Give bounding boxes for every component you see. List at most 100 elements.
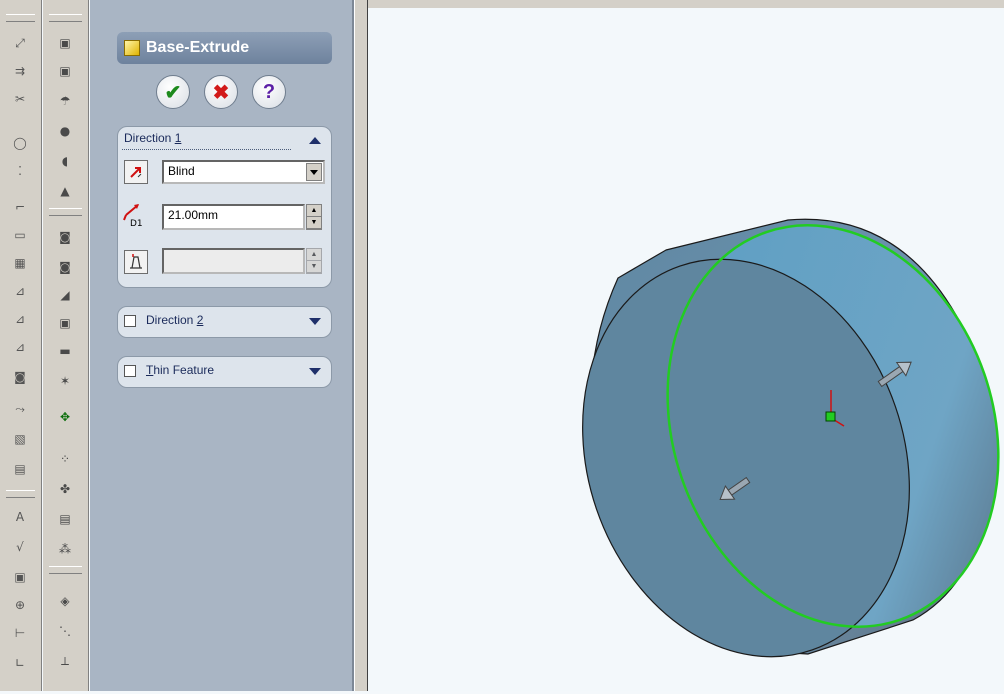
- spin-down-icon: ▼: [307, 261, 321, 273]
- depth-input[interactable]: 21.00mm: [162, 204, 305, 230]
- help-icon: ?: [262, 80, 276, 103]
- point-icon[interactable]: ⁚: [18, 164, 22, 178]
- direction1-accel: 1: [174, 131, 182, 145]
- collapse-chevron-icon[interactable]: [309, 137, 321, 144]
- thin-feature-group[interactable]: Thin Feature: [117, 356, 332, 388]
- axis-icon[interactable]: ⋱: [59, 624, 71, 638]
- graphics-viewport[interactable]: [368, 8, 1004, 691]
- extrude-preview-model[interactable]: [368, 8, 1004, 691]
- curve-pattern-icon[interactable]: ▤: [59, 512, 71, 526]
- drag-arrow-down-icon: [719, 476, 751, 501]
- convert-entities-icon[interactable]: ⇉: [14, 64, 26, 78]
- draft-spinner: ▲ ▼: [306, 248, 322, 274]
- offset-icon[interactable]: ⊿: [14, 312, 26, 326]
- extrude-feature-icon: [124, 40, 140, 56]
- note-icon[interactable]: ▣: [14, 570, 26, 584]
- fillet-icon[interactable]: ◖: [61, 154, 69, 168]
- linear-pattern-icon[interactable]: ✥: [59, 410, 71, 424]
- thin-feature-label-text: hin Feature: [153, 363, 215, 377]
- features-toolbar: ▣ ▣ ☂ ● ◖ ▲ ◙ ◙ ◢ ▣ ▬ ✶ ✥ ⁘ ✤ ▤ ⁂ ◈ ⋱ ⟂: [43, 0, 89, 691]
- text-icon[interactable]: A: [15, 510, 25, 524]
- expand-chevron-icon[interactable]: [309, 318, 321, 325]
- cylinder-front-face: [582, 258, 910, 658]
- cancel-button[interactable]: ✖: [204, 75, 238, 109]
- loft-icon[interactable]: ●: [59, 124, 71, 138]
- move-copy-icon[interactable]: ✶: [59, 374, 71, 388]
- depth-icon: D1: [122, 203, 150, 229]
- centerline-icon[interactable]: √: [16, 540, 24, 554]
- dome-icon[interactable]: ▬: [59, 344, 71, 358]
- spin-up-icon[interactable]: ▲: [307, 205, 321, 217]
- end-condition-value: Blind: [168, 164, 195, 178]
- zoom-icon[interactable]: ⊕: [14, 598, 26, 612]
- line-icon[interactable]: ⌐: [14, 200, 26, 214]
- rectangle-icon[interactable]: ▭: [14, 228, 26, 242]
- group-divider: [122, 149, 291, 150]
- toolbar-grip[interactable]: [49, 566, 82, 574]
- origin-icon[interactable]: ∟: [14, 656, 26, 670]
- feature-title: Base-Extrude: [146, 39, 250, 56]
- circular-pattern-icon[interactable]: ⁘: [59, 452, 71, 466]
- end-condition-select[interactable]: Blind: [162, 160, 325, 184]
- thin-feature-label[interactable]: Thin Feature: [146, 363, 214, 377]
- rib-icon[interactable]: ◢: [60, 288, 70, 302]
- depth-spinner[interactable]: ▲ ▼: [306, 204, 322, 230]
- property-manager: [90, 0, 354, 691]
- panel-splitter[interactable]: [354, 0, 368, 691]
- sketch-icon[interactable]: ▧: [14, 432, 26, 446]
- dimension-icon[interactable]: ⊿: [14, 340, 26, 354]
- grid-icon[interactable]: ▦: [14, 256, 26, 270]
- direction2-label[interactable]: Direction 2: [146, 313, 203, 327]
- toolbar-grip[interactable]: [6, 490, 35, 498]
- direction1-label: Direction: [124, 131, 175, 145]
- snap-icon[interactable]: ▤: [14, 462, 26, 476]
- smart-dimension-icon[interactable]: ⤢: [15, 35, 25, 50]
- mirror-icon[interactable]: ⊿: [14, 284, 26, 298]
- extrude-boss-icon[interactable]: ◙: [14, 370, 26, 384]
- draft-angle-input: [162, 248, 305, 274]
- extrude-icon[interactable]: ▣: [59, 36, 71, 50]
- property-manager-title: Base-Extrude: [117, 32, 332, 64]
- expand-chevron-icon[interactable]: [309, 368, 321, 375]
- reverse-direction-icon: [130, 167, 142, 178]
- sketch-toolbar: ⤢ ⇉ ✂ ◯ ⁚ ⌐ ▭ ▦ ⊿ ⊿ ⊿ ◙ ⤳ ▧ ▤ A √ ▣ ⊕ ⊢ …: [0, 0, 42, 691]
- chamfer-icon[interactable]: ▲: [60, 184, 70, 198]
- reference-plane-icon[interactable]: ⁂: [59, 542, 71, 556]
- drag-arrow-up-icon: [877, 361, 912, 388]
- revolve-icon[interactable]: ▣: [59, 64, 71, 78]
- mirror-feature-icon[interactable]: ✤: [59, 482, 71, 496]
- origin-triad-icon: [825, 390, 845, 427]
- add-relation-icon[interactable]: ⤳: [15, 401, 25, 416]
- coordinate-system-icon[interactable]: ⟂: [60, 653, 69, 668]
- toolbar-grip[interactable]: [6, 14, 35, 22]
- sweep-icon[interactable]: ☂: [59, 94, 71, 108]
- direction1-header[interactable]: Direction 1: [124, 131, 181, 145]
- reference-axis-icon[interactable]: ◈: [60, 594, 70, 608]
- selected-profile-edge: [666, 224, 1000, 628]
- hole-icon[interactable]: ⊢: [14, 626, 26, 640]
- direction2-checkbox[interactable]: [124, 315, 136, 327]
- direction1-group: Direction 1 Blind D1 21.00mm ▲ ▼ ▲ ▼: [117, 126, 332, 288]
- spin-up-icon: ▲: [307, 249, 321, 261]
- draft-toggle-button[interactable]: [124, 250, 148, 274]
- close-icon: ✖: [212, 81, 230, 104]
- help-button[interactable]: ?: [252, 75, 286, 109]
- chevron-down-icon[interactable]: [306, 163, 322, 181]
- toolbar-grip[interactable]: [49, 14, 82, 22]
- thin-feature-checkbox[interactable]: [124, 365, 136, 377]
- draft-icon[interactable]: ◙: [59, 260, 71, 274]
- hole-wizard-icon[interactable]: ▣: [59, 316, 71, 330]
- ok-button[interactable]: ✔: [156, 75, 190, 109]
- checkmark-icon: ✔: [164, 81, 182, 104]
- circle-icon[interactable]: ◯: [13, 136, 27, 150]
- trim-icon[interactable]: ✂: [14, 92, 26, 106]
- direction2-label-text: Direction: [146, 313, 197, 327]
- draft-icon: [130, 254, 142, 269]
- spin-down-icon[interactable]: ▼: [307, 217, 321, 229]
- toolbar-grip[interactable]: [49, 208, 82, 216]
- direction2-accel: 2: [196, 313, 204, 327]
- reverse-direction-button[interactable]: [124, 160, 148, 184]
- thin-feature-accel: T: [146, 363, 154, 377]
- direction2-group[interactable]: Direction 2: [117, 306, 332, 338]
- shell-icon[interactable]: ◙: [59, 230, 71, 244]
